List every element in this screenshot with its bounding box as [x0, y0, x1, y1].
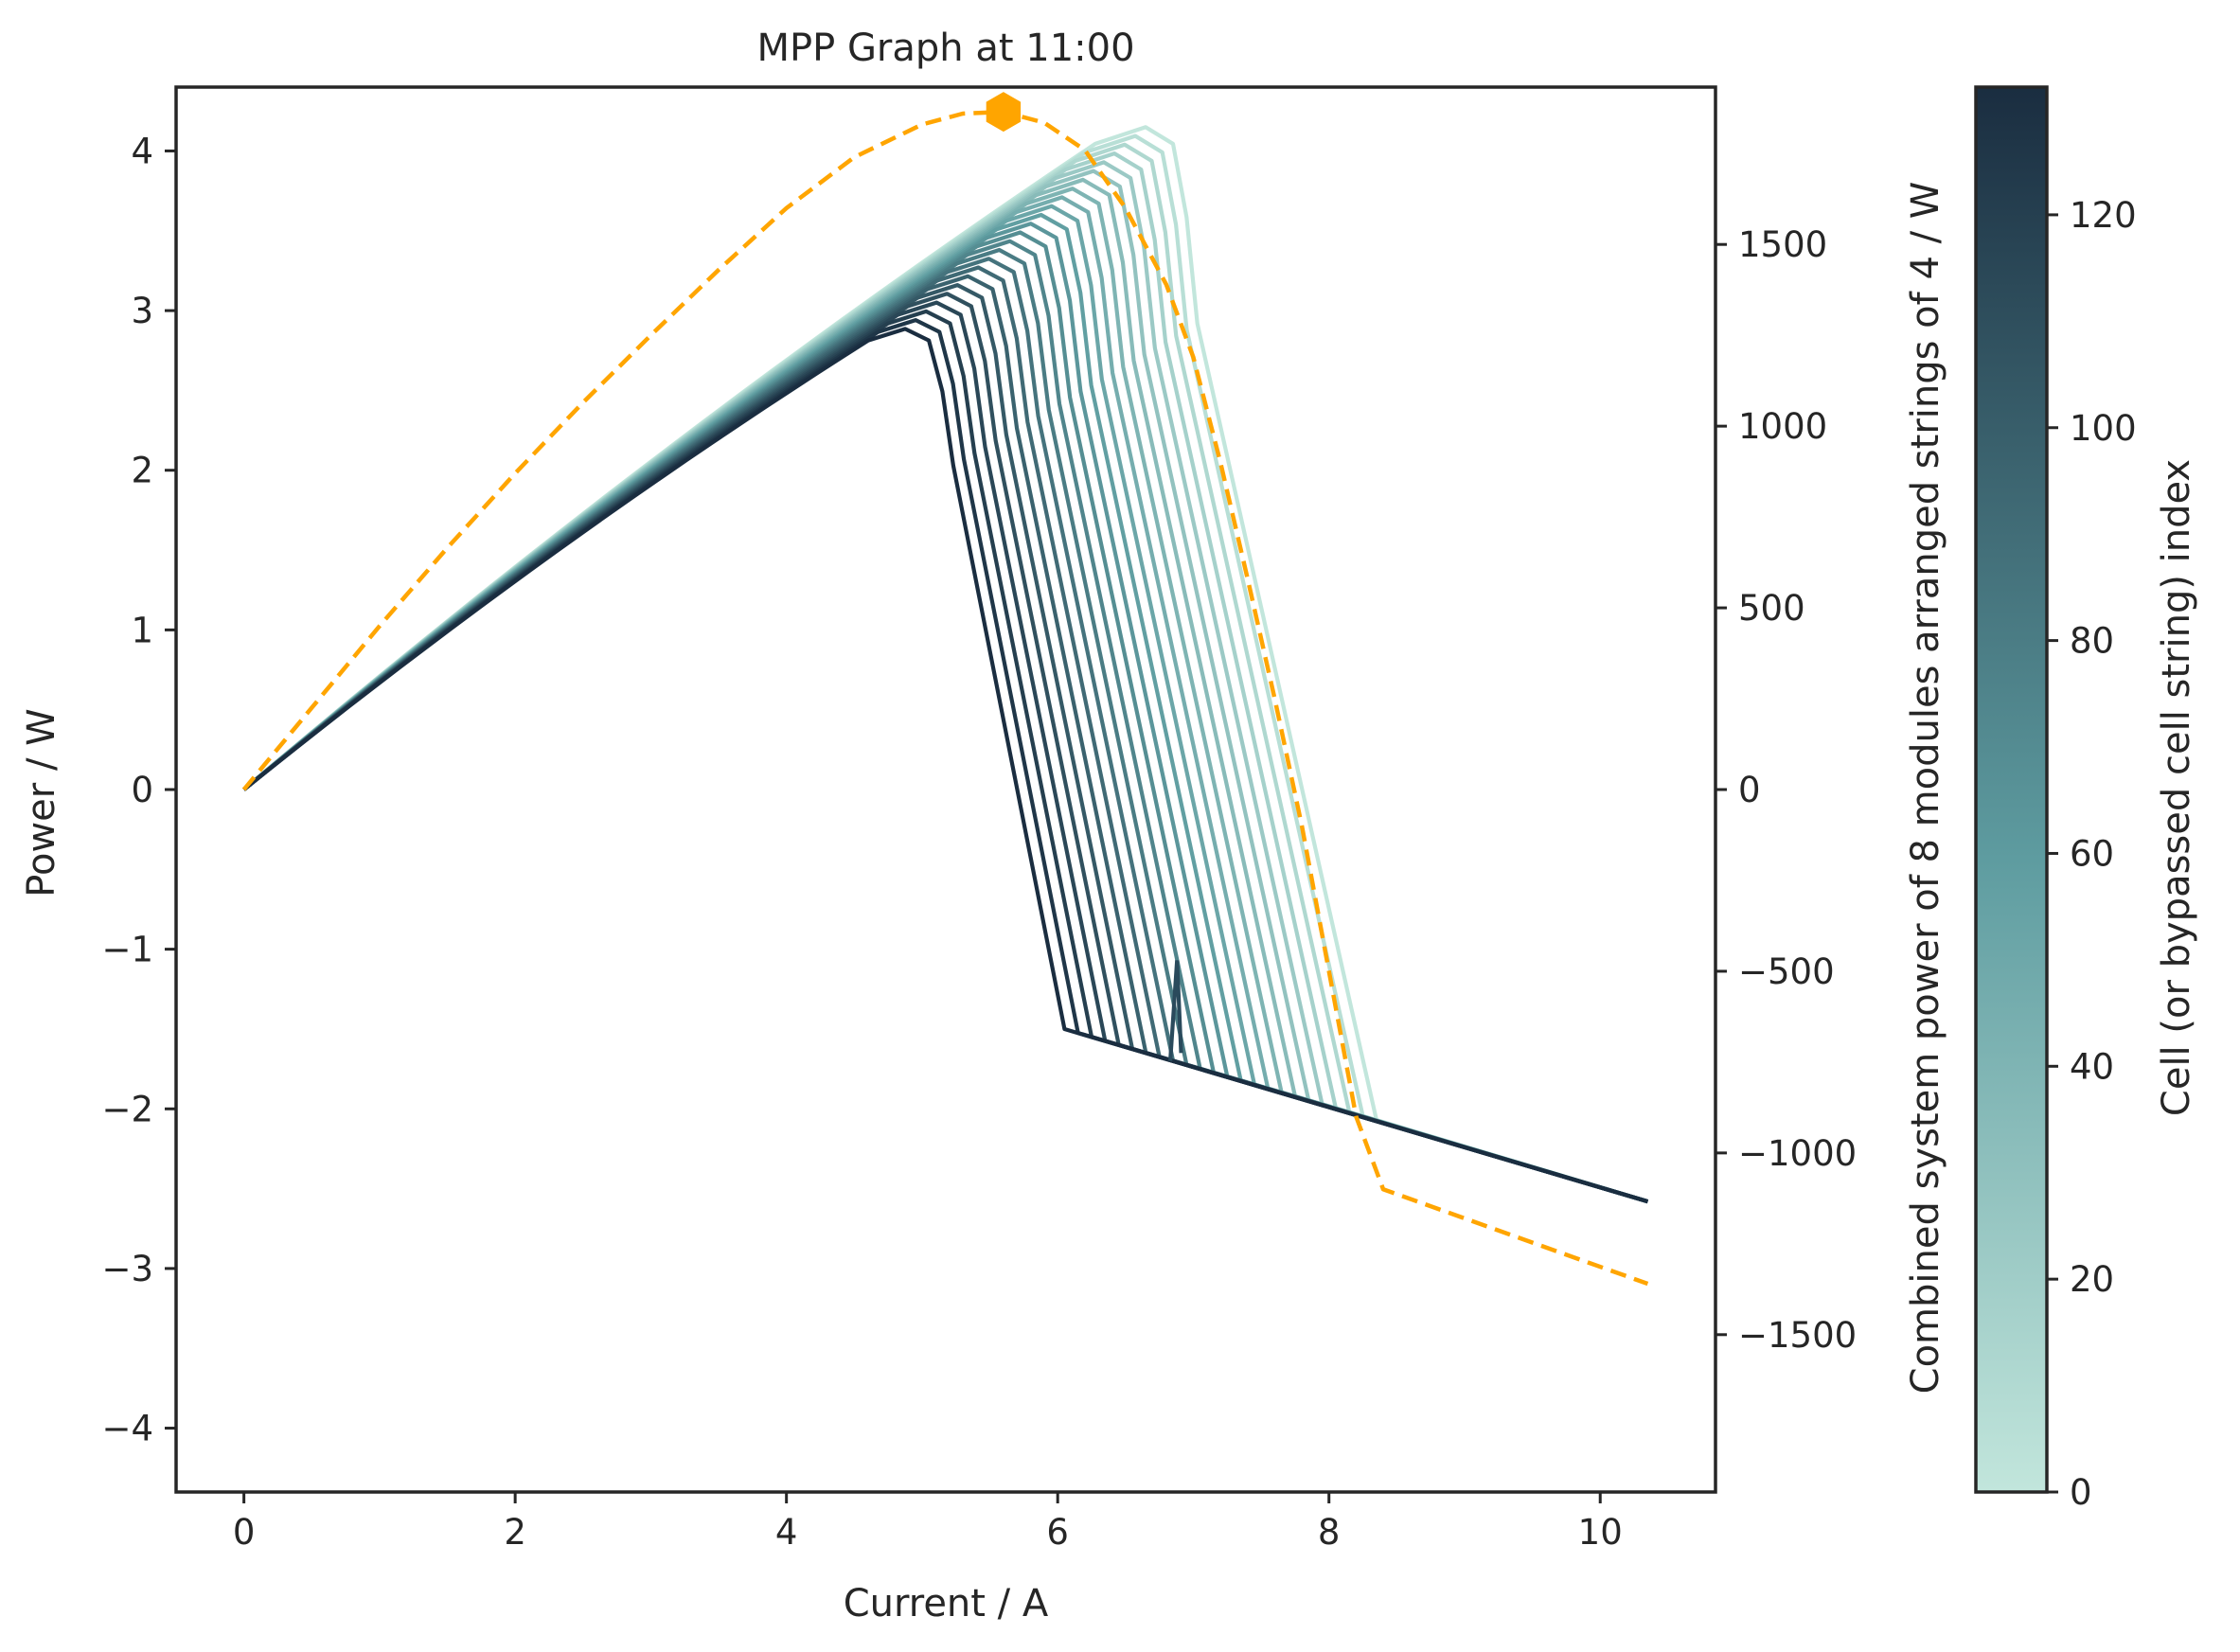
colorbar-tick-label: 60: [2070, 833, 2114, 874]
y2-tick-label: −500: [1738, 951, 1835, 992]
x-tick-label: 10: [1578, 1512, 1623, 1553]
mpp-marker: [986, 92, 1022, 133]
y-tick-label: −2: [101, 1089, 153, 1129]
x-tick-label: 2: [504, 1512, 526, 1553]
y-tick-label: −3: [101, 1249, 153, 1289]
colorbar-tick-label: 100: [2070, 408, 2137, 449]
y2-tick-label: 1000: [1738, 406, 1827, 447]
y-tick-label: 1: [131, 610, 153, 650]
y-axis-label: Power / W: [20, 708, 63, 897]
cell-curve-spike: [1168, 960, 1183, 1061]
colorbar-tick-label: 120: [2070, 195, 2137, 236]
x-axis-label: Current / A: [844, 1582, 1049, 1625]
y-tick-label: 4: [131, 131, 153, 171]
x-tick-label: 4: [775, 1512, 798, 1553]
cell-curve: [242, 169, 1649, 1204]
cell-curve: [242, 160, 1649, 1204]
cell-curves: [242, 125, 1649, 1204]
cell-curve: [242, 222, 1648, 1204]
x-tick-label: 0: [233, 1512, 256, 1553]
colorbar-tick-label: 0: [2070, 1472, 2092, 1513]
cell-curve: [242, 187, 1648, 1204]
colorbar-ticks: 0 20 40 60 80 100 120: [2047, 195, 2137, 1513]
colorbar-tick-label: 40: [2070, 1046, 2114, 1087]
chart-title: MPP Graph at 11:00: [756, 27, 1134, 70]
cell-curve: [242, 300, 1648, 1204]
y2-axis: −1500 −1000 −500 0 500 1000 1500: [1716, 224, 1857, 1356]
plot-area: [174, 85, 1717, 1494]
cell-curve: [242, 318, 1648, 1204]
y-tick-label: −4: [101, 1409, 153, 1449]
x-tick-label: 6: [1046, 1512, 1069, 1553]
colorbar: 0 20 40 60 80 100 120 Cell (or bypassed cell s…: [1974, 85, 2198, 1513]
colorbar-label: Cell (or bypassed cell string) index: [2155, 459, 2198, 1116]
y-axis: −4 −3 −2 −1 0 1 2 3 4: [101, 131, 176, 1449]
cell-curve: [242, 257, 1648, 1204]
y2-tick-label: 1500: [1738, 224, 1827, 265]
y2-tick-label: 500: [1738, 588, 1805, 629]
cell-curve: [242, 292, 1648, 1204]
y-tick-label: 3: [131, 291, 153, 331]
colorbar-gradient: [1974, 85, 2049, 1494]
cell-curve: [242, 177, 1649, 1204]
cell-curve: [242, 151, 1649, 1204]
y2-axis-label: Combined system power of 8 modules arran…: [1904, 182, 1947, 1394]
x-axis: 0 2 4 6 8 10: [233, 1492, 1623, 1553]
y2-tick-label: −1500: [1738, 1315, 1857, 1356]
cell-curve: [242, 195, 1648, 1204]
cell-curve: [242, 239, 1648, 1204]
cell-curve: [242, 327, 1648, 1204]
colorbar-tick-label: 80: [2070, 621, 2114, 662]
y-tick-label: 2: [131, 451, 153, 491]
y-tick-label: −1: [101, 930, 153, 970]
plot-frame: [174, 85, 1717, 1494]
cell-curve: [242, 247, 1648, 1204]
x-tick-label: 8: [1318, 1512, 1341, 1553]
system-curve-layer: [241, 92, 1649, 1287]
y2-tick-label: −1000: [1738, 1133, 1857, 1174]
cell-curve: [242, 230, 1648, 1204]
cell-curve: [242, 142, 1649, 1204]
y-tick-label: 0: [131, 770, 153, 810]
y2-tick-label: 0: [1738, 770, 1761, 810]
colorbar-tick-label: 20: [2070, 1259, 2114, 1300]
cell-curve: [242, 309, 1648, 1204]
system-power-curve: [241, 109, 1649, 1287]
